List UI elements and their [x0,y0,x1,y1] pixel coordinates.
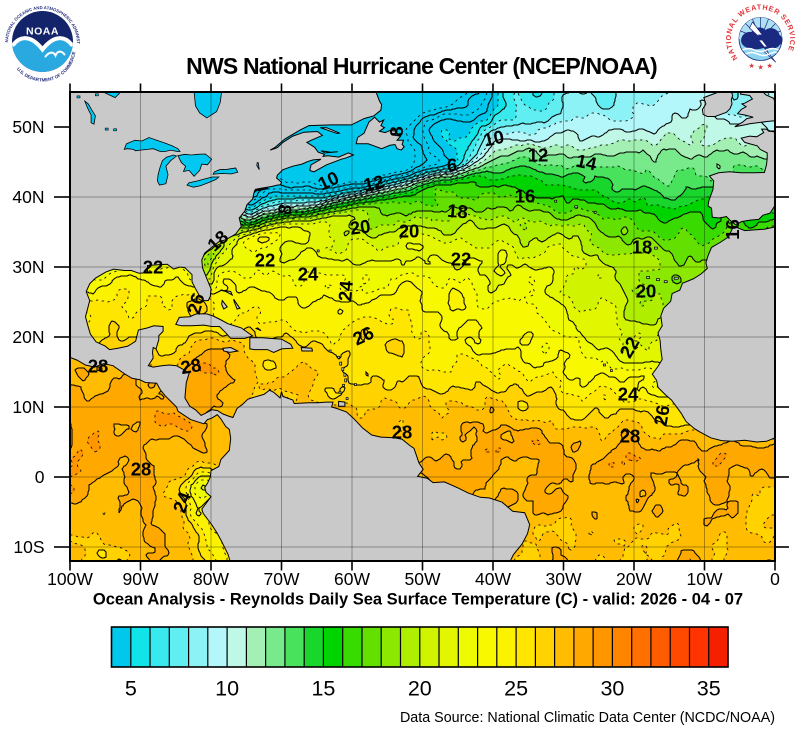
svg-text:26: 26 [649,403,673,427]
svg-text:20: 20 [408,677,432,701]
svg-text:NWS National Hurricane Center: NWS National Hurricane Center (NCEP/NOAA… [186,53,657,79]
svg-text:★: ★ [767,62,773,70]
svg-text:24: 24 [334,279,357,302]
svg-text:10: 10 [215,677,239,701]
svg-text:70W: 70W [264,569,300,589]
svg-text:12: 12 [361,171,385,196]
svg-text:24: 24 [298,264,319,285]
svg-text:16: 16 [722,219,743,240]
svg-text:20N: 20N [12,327,44,347]
svg-text:10: 10 [481,126,505,151]
svg-text:60W: 60W [334,569,370,589]
svg-text:★: ★ [758,64,764,72]
svg-text:NOAA: NOAA [26,26,59,38]
svg-text:10N: 10N [12,397,44,417]
svg-text:0: 0 [35,467,45,487]
svg-text:50W: 50W [405,569,441,589]
svg-text:22: 22 [255,250,276,271]
svg-text:50N: 50N [12,117,44,137]
svg-text:Data Source: National Climatic: Data Source: National Climatic Data Cent… [400,710,775,726]
svg-text:28: 28 [179,354,203,378]
svg-text:30W: 30W [546,569,582,589]
svg-text:0: 0 [770,569,780,589]
svg-text:10S: 10S [13,537,44,557]
svg-text:6: 6 [447,155,457,176]
svg-text:16: 16 [515,186,536,207]
svg-text:35: 35 [697,677,721,701]
svg-text:15: 15 [311,677,335,701]
svg-text:Ocean Analysis - Reynolds Dail: Ocean Analysis - Reynolds Daily Sea Surf… [93,591,743,609]
svg-text:40N: 40N [12,187,44,207]
svg-text:28: 28 [88,356,109,377]
svg-text:12: 12 [528,145,549,166]
svg-text:28: 28 [620,426,641,447]
svg-text:24: 24 [618,384,639,405]
svg-text:40W: 40W [475,569,511,589]
svg-text:30: 30 [600,677,624,701]
svg-text:30N: 30N [12,257,44,277]
svg-text:28: 28 [131,459,152,480]
svg-text:8: 8 [386,126,407,136]
svg-text:18: 18 [446,200,468,223]
svg-text:20: 20 [399,221,420,242]
svg-text:25: 25 [504,677,528,701]
svg-text:20W: 20W [616,569,652,589]
svg-text:22: 22 [451,249,472,270]
svg-text:22: 22 [143,257,164,278]
svg-text:8: 8 [273,202,295,216]
svg-text:80W: 80W [193,569,229,589]
svg-text:28: 28 [392,422,413,443]
svg-text:18: 18 [632,237,653,258]
svg-text:100W: 100W [47,569,93,589]
svg-text:20: 20 [636,281,657,302]
svg-text:20: 20 [348,215,371,239]
svg-text:★: ★ [749,62,755,70]
svg-text:90W: 90W [123,569,159,589]
svg-text:5: 5 [125,677,137,701]
svg-text:10W: 10W [687,569,723,589]
